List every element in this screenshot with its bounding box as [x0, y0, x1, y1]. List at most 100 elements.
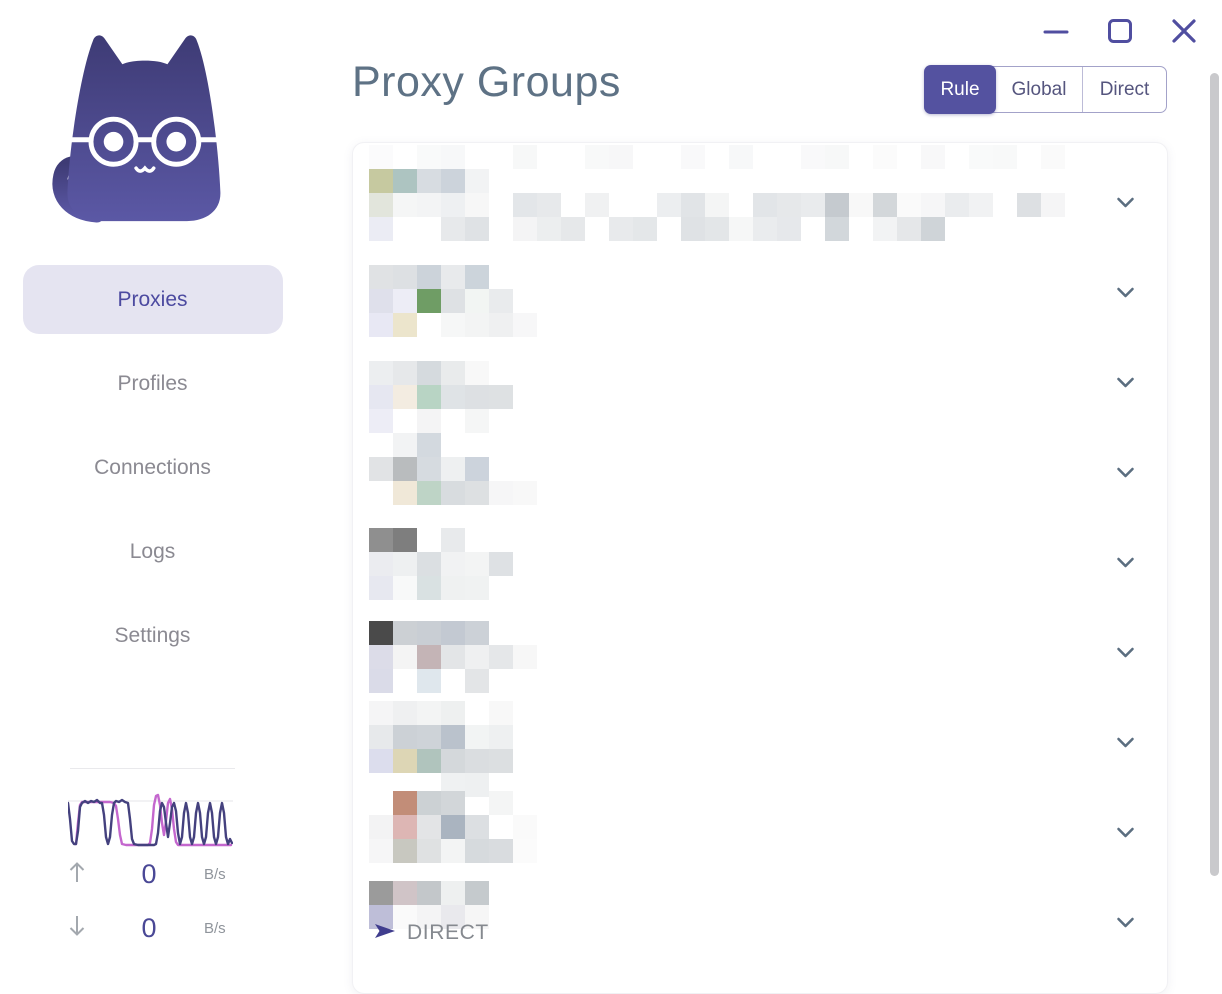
censored-block: [465, 265, 489, 289]
censored-block: [393, 552, 417, 576]
censored-block: [417, 361, 441, 385]
censored-block: [1041, 193, 1065, 217]
proxy-group-row[interactable]: [353, 145, 1167, 255]
chevron-down-icon[interactable]: [1110, 637, 1140, 667]
censored-block: [705, 217, 729, 241]
censored-block: [465, 552, 489, 576]
sidebar-item-settings[interactable]: Settings: [23, 601, 283, 670]
censored-block: [513, 481, 537, 505]
censored-block: [465, 815, 489, 839]
censored-block: [393, 289, 417, 313]
maximize-icon[interactable]: [1106, 15, 1134, 47]
mode-button-global[interactable]: Global: [996, 67, 1082, 112]
sidebar-item-profiles[interactable]: Profiles: [23, 349, 283, 418]
censored-block: [993, 145, 1017, 169]
censored-block: [513, 145, 537, 169]
sidebar-item-label: Connections: [94, 455, 211, 479]
censored-block: [417, 433, 441, 457]
censored-block: [441, 313, 465, 337]
chevron-down-icon[interactable]: [1110, 727, 1140, 757]
chevron-down-icon[interactable]: [1110, 277, 1140, 307]
sidebar-item-logs[interactable]: Logs: [23, 517, 283, 586]
sidebar-item-connections[interactable]: Connections: [23, 433, 283, 502]
censored-block: [417, 576, 441, 600]
censored-block: [417, 289, 441, 313]
censored-block: [393, 749, 417, 773]
sidebar-item-label: Profiles: [117, 371, 188, 395]
censored-block: [465, 645, 489, 669]
chevron-down-icon[interactable]: [1110, 907, 1140, 937]
censored-block: [393, 905, 417, 929]
chevron-down-icon[interactable]: [1110, 457, 1140, 487]
proxy-group-row[interactable]: [353, 528, 1167, 621]
censored-block: [417, 457, 441, 481]
proxy-group-row[interactable]: [353, 265, 1167, 361]
censored-block: [465, 169, 489, 193]
sidebar-item-label: Proxies: [117, 287, 188, 311]
censored-block: [729, 145, 753, 169]
censored-block: [369, 265, 393, 289]
proxy-group-row[interactable]: [353, 791, 1167, 875]
censored-block: [513, 839, 537, 863]
censored-block: [609, 217, 633, 241]
upload-unit: B/s: [204, 865, 226, 883]
censored-block: [441, 361, 465, 385]
censored-block: [369, 576, 393, 600]
chevron-down-icon[interactable]: [1110, 547, 1140, 577]
censored-block: [441, 145, 465, 169]
censored-block: [369, 169, 393, 193]
page-title: Proxy Groups: [352, 58, 621, 106]
censored-block: [513, 217, 537, 241]
app-logo-cat-icon: [52, 35, 221, 223]
proxy-group-row[interactable]: DIRECT: [353, 881, 1167, 977]
censored-block: [417, 645, 441, 669]
chevron-down-icon[interactable]: [1110, 817, 1140, 847]
download-stat: 0 B/s: [60, 911, 250, 945]
mode-button-direct[interactable]: Direct: [1082, 67, 1166, 112]
censored-block: [369, 621, 393, 645]
censored-block: [369, 905, 393, 929]
censored-block: [465, 669, 489, 693]
censored-block: [369, 217, 393, 241]
censored-block: [441, 881, 465, 905]
censored-block: [705, 193, 729, 217]
proxy-group-row[interactable]: [353, 621, 1167, 701]
mode-button-rule[interactable]: Rule: [924, 65, 996, 114]
sidebar: Proxies Profiles Connections Logs Settings 0…: [0, 0, 305, 956]
censored-block: [393, 701, 417, 725]
arrow-right-icon: [374, 922, 396, 945]
censored-block: [393, 481, 417, 505]
sidebar-item-proxies[interactable]: Proxies: [22, 265, 283, 334]
chevron-down-icon[interactable]: [1110, 367, 1140, 397]
censored-block: [897, 217, 921, 241]
close-icon[interactable]: [1170, 15, 1198, 47]
censored-block: [441, 552, 465, 576]
censored-block: [537, 193, 561, 217]
censored-block: [465, 313, 489, 337]
proxy-group-row[interactable]: [353, 433, 1167, 528]
censored-block: [849, 193, 873, 217]
censored-block: [489, 725, 513, 749]
censored-block: [753, 217, 777, 241]
censored-block: [369, 815, 393, 839]
censored-block: [393, 576, 417, 600]
arrow-up-icon: [60, 859, 94, 890]
censored-block: [465, 749, 489, 773]
censored-block: [417, 621, 441, 645]
censored-block: [465, 481, 489, 505]
censored-block: [369, 669, 393, 693]
censored-block: [801, 145, 825, 169]
proxy-group-row[interactable]: [353, 701, 1167, 797]
censored-block: [513, 193, 537, 217]
censored-block: [801, 193, 825, 217]
sidebar-item-label: Logs: [129, 539, 176, 563]
censored-block: [441, 725, 465, 749]
proxy-group-row[interactable]: [353, 361, 1167, 433]
censored-block: [417, 881, 441, 905]
chevron-down-icon[interactable]: [1110, 187, 1140, 217]
censored-block: [681, 145, 705, 169]
censored-block: [609, 145, 633, 169]
scrollbar-thumb[interactable]: [1210, 73, 1219, 876]
minimize-icon[interactable]: [1042, 15, 1070, 47]
censored-block: [393, 725, 417, 749]
